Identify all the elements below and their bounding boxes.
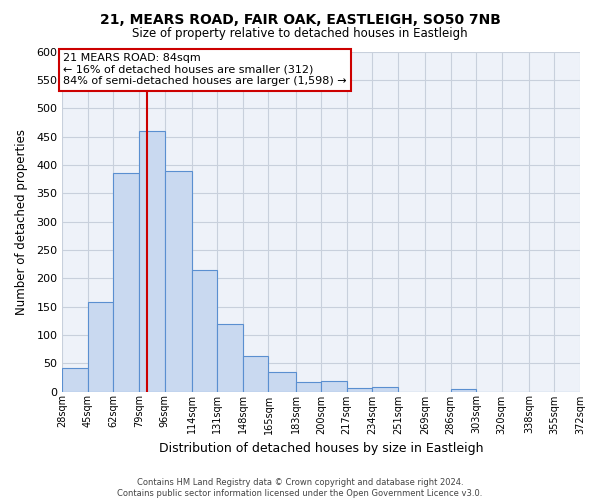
Bar <box>347 388 373 392</box>
Bar <box>192 270 217 392</box>
Bar <box>268 372 296 392</box>
Bar <box>321 380 347 392</box>
Text: 21 MEARS ROAD: 84sqm
← 16% of detached houses are smaller (312)
84% of semi-deta: 21 MEARS ROAD: 84sqm ← 16% of detached h… <box>63 53 347 86</box>
Bar <box>113 174 139 392</box>
Bar <box>139 131 164 392</box>
Bar <box>243 356 268 392</box>
X-axis label: Distribution of detached houses by size in Eastleigh: Distribution of detached houses by size … <box>159 442 484 455</box>
Bar <box>373 387 398 392</box>
Bar <box>451 389 476 392</box>
Bar <box>217 324 243 392</box>
Text: 21, MEARS ROAD, FAIR OAK, EASTLEIGH, SO50 7NB: 21, MEARS ROAD, FAIR OAK, EASTLEIGH, SO5… <box>100 12 500 26</box>
Text: Size of property relative to detached houses in Eastleigh: Size of property relative to detached ho… <box>132 28 468 40</box>
Y-axis label: Number of detached properties: Number of detached properties <box>15 128 28 314</box>
Text: Contains HM Land Registry data © Crown copyright and database right 2024.
Contai: Contains HM Land Registry data © Crown c… <box>118 478 482 498</box>
Bar <box>164 170 192 392</box>
Bar <box>62 368 88 392</box>
Bar <box>88 302 113 392</box>
Bar <box>296 382 321 392</box>
